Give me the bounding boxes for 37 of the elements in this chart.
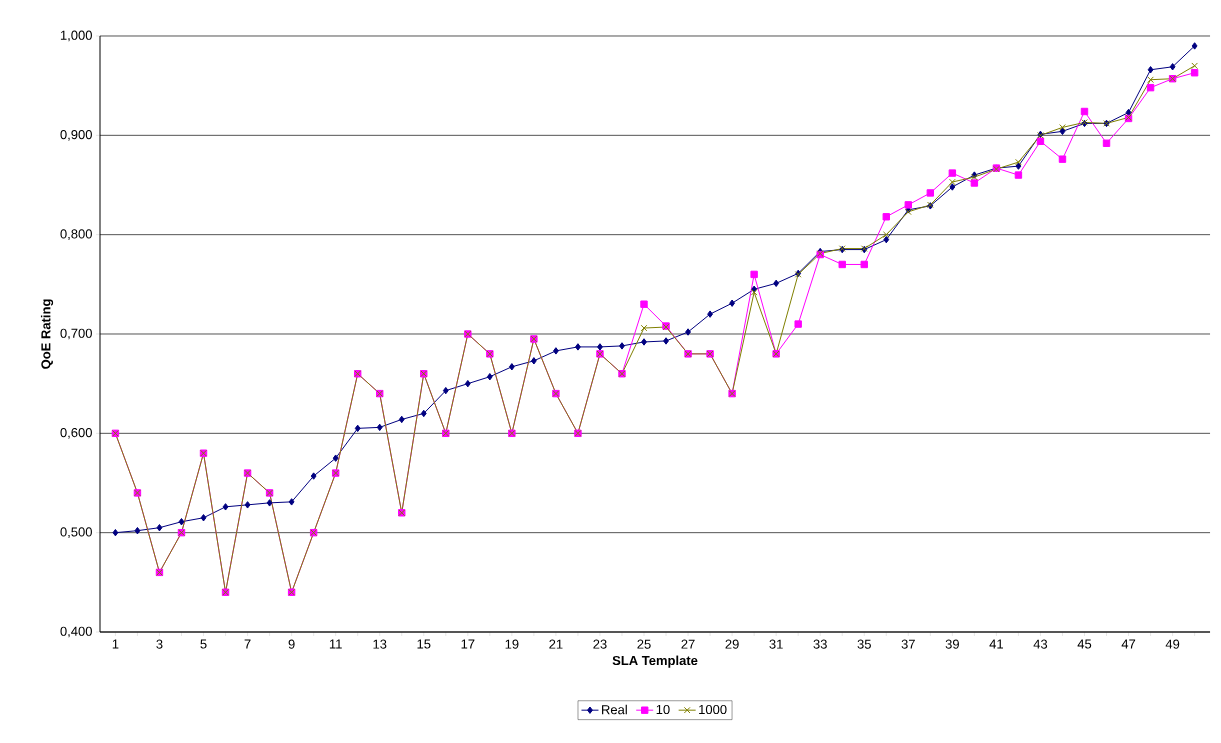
x-tick-label: 47 (1121, 639, 1136, 649)
y-tick-label: 0,600 (60, 427, 92, 439)
x-tick-label: 45 (1077, 639, 1092, 649)
y-tick-label: 0,500 (60, 527, 92, 539)
y-tick-label: 0,700 (60, 328, 92, 340)
y-tick-label: 0,400 (60, 626, 92, 638)
x-tick-label: 1 (112, 639, 119, 649)
x-tick-label: 49 (1165, 639, 1180, 649)
y-tick-label: 0,900 (60, 129, 92, 141)
x-axis-title: SLA Template (612, 655, 698, 668)
x-tick-label: 5 (200, 639, 207, 649)
legend-label: Real (602, 704, 627, 715)
x-tick-label: 15 (417, 639, 431, 649)
y-axis-title: QoE Rating (40, 299, 54, 369)
x-tick-label: 9 (288, 639, 295, 649)
x-tick-label: 3 (156, 639, 163, 649)
x-tick-label: 31 (769, 639, 783, 649)
x-tick-label: 21 (549, 639, 563, 649)
x-tick-label: 19 (505, 639, 519, 649)
y-tick-label: 0,800 (60, 229, 92, 241)
x-tick-label: 29 (725, 639, 739, 649)
x-tick-label: 43 (1033, 639, 1048, 649)
y-tick-label: 1,000 (60, 30, 92, 42)
x-tick-label: 37 (901, 639, 915, 649)
x-tick-label: 27 (681, 639, 695, 649)
x-tick-label: 23 (593, 639, 607, 649)
legend-label: 1000 (699, 704, 727, 715)
legend-label: 10 (656, 704, 670, 715)
x-tick-label: 35 (857, 639, 871, 649)
x-tick-label: 7 (244, 639, 251, 649)
x-tick-label: 33 (813, 639, 827, 649)
x-tick-label: 41 (989, 639, 1003, 649)
x-tick-label: 39 (945, 639, 959, 649)
x-tick-label: 11 (329, 639, 342, 649)
x-tick-label: 13 (373, 639, 387, 649)
x-tick-label: 17 (461, 639, 475, 649)
x-tick-label: 25 (637, 639, 651, 649)
